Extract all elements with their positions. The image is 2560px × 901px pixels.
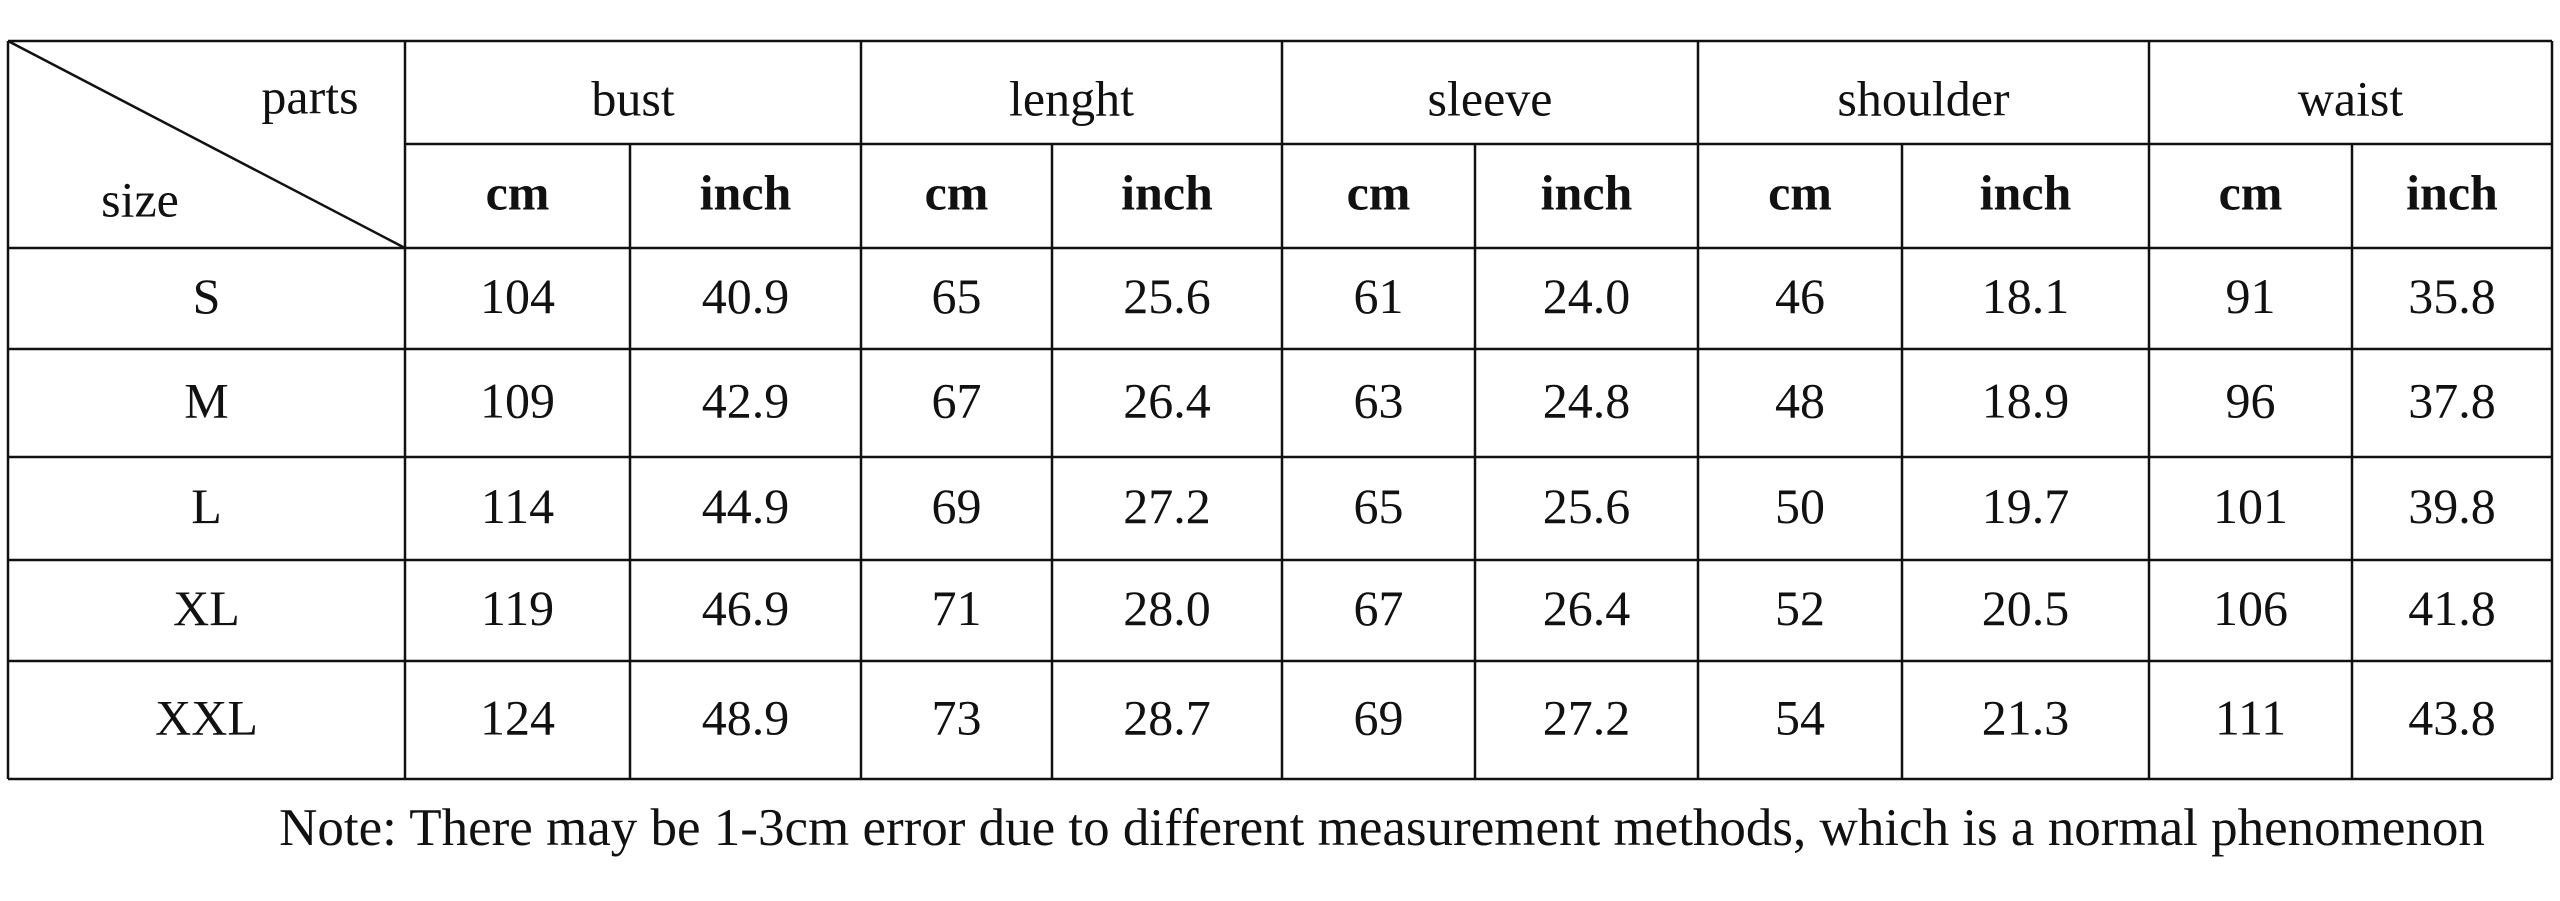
size-label: S [193,268,221,324]
cell-value: 19.7 [1982,478,2070,534]
unit-header: inch [1121,164,1213,220]
cell-value: 46 [1775,268,1825,324]
size-label: XL [173,580,240,636]
cell-value: 114 [481,478,554,534]
cell-value: 21.3 [1982,689,2070,745]
cell-value: 109 [480,372,555,428]
cell-value: 91 [2226,268,2276,324]
cell-value: 26.4 [1123,372,1211,428]
cell-value: 46.9 [702,580,790,636]
cell-value: 67 [1354,580,1404,636]
cell-value: 52 [1775,580,1825,636]
part-header: waist [2298,70,2404,126]
cell-value: 67 [932,372,982,428]
cell-value: 63 [1354,372,1404,428]
cell-value: 24.0 [1543,268,1631,324]
unit-header: cm [1347,164,1411,220]
cell-value: 27.2 [1543,689,1631,745]
cell-value: 44.9 [702,478,790,534]
cell-value: 39.8 [2408,478,2496,534]
cell-value: 124 [480,689,555,745]
part-header: bust [591,70,674,126]
cell-value: 71 [932,580,982,636]
part-header: lenght [1009,70,1134,126]
cell-value: 24.8 [1543,372,1631,428]
size-label: L [191,478,222,534]
cell-value: 48 [1775,372,1825,428]
cell-value: 25.6 [1543,478,1631,534]
part-header: shoulder [1837,70,2010,126]
corner-parts: parts [261,68,358,124]
cell-value: 104 [480,268,555,324]
cell-value: 73 [932,689,982,745]
cell-value: 106 [2213,580,2288,636]
unit-header: cm [486,164,550,220]
cell-value: 111 [2215,689,2286,745]
unit-header: inch [1541,164,1633,220]
size-label: M [184,372,228,428]
cell-value: 69 [932,478,982,534]
cell-value: 61 [1354,268,1404,324]
cell-value: 27.2 [1123,478,1211,534]
cell-value: 26.4 [1543,580,1631,636]
unit-header: cm [1768,164,1832,220]
cell-value: 48.9 [702,689,790,745]
cell-value: 42.9 [702,372,790,428]
cell-value: 25.6 [1123,268,1211,324]
cell-value: 65 [1354,478,1404,534]
corner-diagonal [7,39,406,250]
unit-header: inch [1980,164,2072,220]
cell-value: 119 [481,580,554,636]
part-header: sleeve [1428,70,1553,126]
cell-value: 28.0 [1123,580,1211,636]
cell-value: 43.8 [2408,689,2496,745]
unit-header: inch [2406,164,2498,220]
unit-header: cm [925,164,989,220]
cell-value: 69 [1354,689,1404,745]
cell-value: 65 [932,268,982,324]
cell-value: 20.5 [1982,580,2070,636]
note: Note: There may be 1-3cm error due to di… [279,799,2485,857]
cell-value: 41.8 [2408,580,2496,636]
cell-value: 96 [2226,372,2276,428]
cell-value: 35.8 [2408,268,2496,324]
cell-value: 28.7 [1123,689,1211,745]
cell-value: 37.8 [2408,372,2496,428]
cell-value: 18.9 [1982,372,2070,428]
cell-value: 18.1 [1982,268,2070,324]
cell-value: 50 [1775,478,1825,534]
cell-value: 40.9 [702,268,790,324]
corner-size: size [101,171,179,227]
unit-header: inch [700,164,792,220]
cell-value: 54 [1775,689,1825,745]
size-label: XXL [155,689,258,745]
unit-header: cm [2219,164,2283,220]
cell-value: 101 [2213,478,2288,534]
